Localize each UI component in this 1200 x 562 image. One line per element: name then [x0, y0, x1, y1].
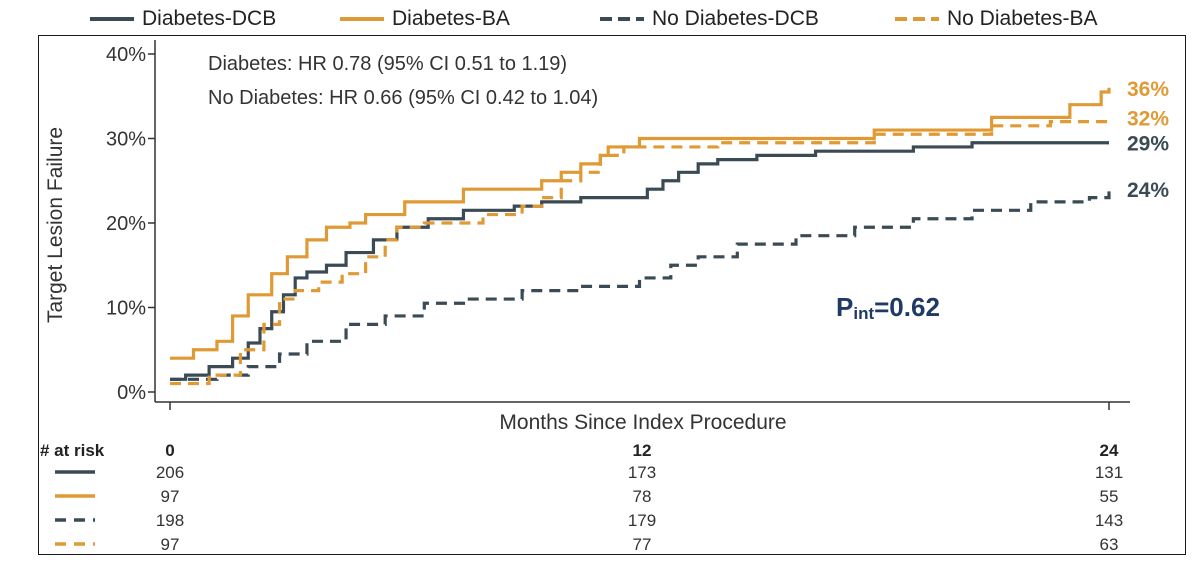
legend-swatch-diabetes-ba [340, 17, 384, 21]
legend-label: No Diabetes-DCB [652, 7, 819, 30]
risk-header: # at risk [40, 441, 105, 460]
series-line-no-diabetes-ba [170, 117, 1111, 386]
y-tick-label: 20% [106, 213, 146, 235]
end-labels: 29% 36% 24% 32% [1127, 78, 1169, 202]
chart-frame [38, 35, 1186, 555]
legend-label: Diabetes-BA [392, 7, 510, 30]
y-axis-label: Target Lesion Failure [44, 127, 67, 323]
y-ticks: 0% 10% 20% 30% 40% [106, 44, 155, 404]
end-label-diabetes-dcb: 29% [1127, 133, 1169, 156]
risk-cell: 143 [1095, 511, 1123, 530]
risk-cell: 63 [1100, 535, 1119, 554]
y-tick-label: 0% [117, 382, 146, 404]
risk-table: # at risk 0 12 24 206 173 131 97 78 55 1… [40, 441, 1123, 554]
risk-cell: 97 [161, 487, 180, 506]
legend-item-no-diabetes-dcb: No Diabetes-DCB [600, 6, 819, 32]
series-line-diabetes-dcb [170, 141, 1109, 381]
risk-cell: 97 [161, 535, 180, 554]
p-interaction: Pint=0.62 [836, 292, 940, 323]
end-label-diabetes-ba: 36% [1127, 78, 1169, 101]
hr-no-diabetes-text: No Diabetes: HR 0.66 (95% CI 0.42 to 1.0… [208, 87, 598, 109]
y-tick-label: 40% [106, 44, 146, 66]
end-label-no-diabetes-dcb: 24% [1127, 179, 1169, 202]
y-tick-label: 30% [106, 129, 146, 151]
p-interaction-value: =0.62 [874, 292, 940, 322]
risk-cell: 55 [1100, 487, 1119, 506]
risk-time-12: 12 [633, 441, 652, 460]
risk-cell: 131 [1095, 463, 1123, 482]
series-line-no-diabetes-dcb [170, 189, 1111, 381]
risk-cell: 206 [156, 463, 184, 482]
legend-label: Diabetes-DCB [142, 7, 277, 30]
risk-cell: 77 [633, 535, 652, 554]
legend: Diabetes-DCB Diabetes-BA No Diabetes-DCB… [0, 0, 1200, 36]
legend-item-diabetes-dcb: Diabetes-DCB [90, 6, 276, 32]
p-interaction-main: P [836, 292, 853, 322]
legend-swatch-no-diabetes-ba [895, 17, 939, 21]
risk-time-24: 24 [1100, 441, 1119, 460]
legend-item-diabetes-ba: Diabetes-BA [340, 6, 510, 32]
p-interaction-sub: int [853, 304, 874, 323]
end-label-no-diabetes-ba: 32% [1127, 107, 1169, 130]
risk-time-0: 0 [165, 441, 174, 460]
risk-cell: 198 [156, 511, 184, 530]
x-ticks [169, 402, 1110, 410]
legend-swatch-no-diabetes-dcb [600, 17, 644, 21]
series-group [170, 87, 1111, 386]
hr-diabetes-text: Diabetes: HR 0.78 (95% CI 0.51 to 1.19) [208, 53, 567, 75]
axes [154, 40, 1130, 403]
legend-swatch-diabetes-dcb [90, 17, 134, 21]
series-line-diabetes-ba [170, 87, 1111, 360]
risk-cell: 173 [628, 463, 656, 482]
x-axis-label: Months Since Index Procedure [499, 411, 786, 434]
risk-cell: 179 [628, 511, 656, 530]
legend-item-no-diabetes-ba: No Diabetes-BA [895, 6, 1098, 32]
y-tick-label: 10% [106, 298, 146, 320]
legend-label: No Diabetes-BA [947, 7, 1098, 30]
risk-cell: 78 [633, 487, 652, 506]
